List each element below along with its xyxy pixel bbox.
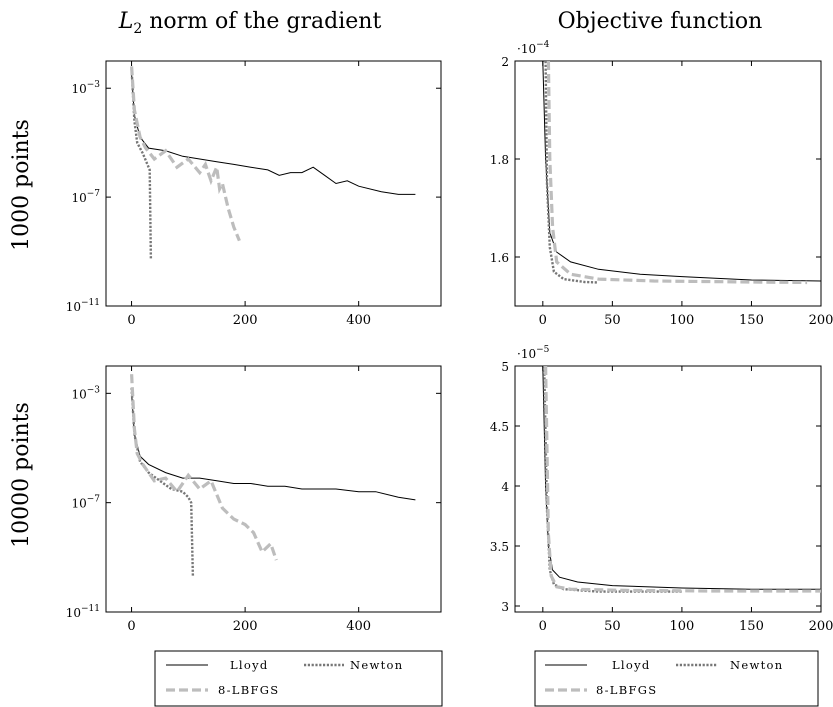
- x-tick-label: 200: [809, 313, 833, 328]
- panel-obj_10000: 0 50 100 150 200 3 3.5 4 4.5 5 ·10−5: [490, 345, 833, 634]
- x-tick-label: 200: [809, 619, 833, 634]
- series-line-8-lbfgs: [546, 61, 808, 285]
- x-tick-label: 100: [669, 313, 694, 328]
- legend-left-lloyd-label: Lloyd: [230, 658, 269, 672]
- legend-left-box: [154, 650, 443, 707]
- series-line-newton: [544, 61, 599, 284]
- x-tick-label: 50: [604, 619, 621, 634]
- column-title-gradient-text: norm of the gradient: [142, 9, 381, 34]
- y-tick-label: 2: [501, 55, 509, 69]
- panel-grad_1000: 0 200 400 10−3 10−7 10−11: [66, 60, 442, 328]
- y-tick-label: 10−7: [71, 495, 100, 511]
- series-line-8-lbfgs: [544, 366, 821, 593]
- series-line-lloyd: [131, 74, 416, 195]
- y-tick-label: 1.6: [490, 251, 509, 265]
- y-tick-label: 3.5: [490, 540, 509, 554]
- y-tick-label: 4: [501, 480, 509, 494]
- x-tick-label: 0: [539, 619, 547, 634]
- row-title-10000: 10000 points: [9, 402, 34, 548]
- column-title-objective: Objective function: [558, 9, 763, 34]
- series-line-lloyd: [542, 61, 821, 282]
- legend-right-lbfgs-label: 8-LBFGS: [596, 683, 657, 697]
- x-tick-label: 150: [739, 313, 764, 328]
- axis-frame-grad_10000: [105, 365, 442, 613]
- x-tick-label: 50: [604, 313, 621, 328]
- y-tick-label: 1.8: [490, 153, 509, 167]
- column-title-gradient: L2 norm of the gradient: [118, 9, 382, 37]
- series-line-lloyd: [542, 366, 821, 590]
- legend-left-newton-label: Newton: [350, 658, 403, 672]
- axis-frame-obj_1000: [514, 60, 822, 307]
- y-tick-label: 10−3: [71, 80, 100, 96]
- legend-left-lbfgs-label: 8-LBFGS: [218, 683, 279, 697]
- series-line-lloyd: [131, 393, 416, 501]
- x-tick-label: 400: [346, 619, 371, 634]
- y-tick-label: 5: [501, 360, 509, 374]
- x-tick-label: 0: [539, 313, 547, 328]
- panel-grad_10000: 0 200 400 10−3 10−7 10−11: [66, 365, 442, 634]
- panel-obj_1000: 0 50 100 150 200 1.6 1.8 2 ·10−4: [490, 40, 833, 328]
- axis-frame-obj_10000: [514, 365, 822, 613]
- y-tick-label: 10−7: [71, 189, 100, 205]
- y-tick-label: 10−11: [66, 298, 100, 314]
- y-tick-label: 3: [501, 600, 509, 614]
- legend-right-lloyd-label: Lloyd: [612, 658, 651, 672]
- series-line-8-lbfgs: [130, 66, 241, 242]
- axis-frame-grad_1000: [105, 60, 442, 307]
- x-tick-label: 150: [739, 619, 764, 634]
- y-tick-label: 10−3: [71, 385, 100, 401]
- series-line-newton: [543, 366, 682, 593]
- legend-left: Lloyd Newton 8-LBFGS: [154, 650, 443, 707]
- legend-right-newton-label: Newton: [730, 658, 783, 672]
- x-tick-label: 200: [233, 313, 258, 328]
- legend-right-box: [534, 650, 819, 707]
- y-multiplier-label: ·10−5: [517, 345, 550, 361]
- y-multiplier-label: ·10−4: [517, 40, 550, 56]
- legend-right: Lloyd Newton 8-LBFGS: [534, 650, 819, 707]
- x-tick-label: 200: [233, 619, 258, 634]
- x-tick-label: 0: [127, 619, 135, 634]
- x-tick-label: 0: [127, 313, 135, 328]
- series-line-newton: [130, 387, 195, 577]
- x-tick-label: 400: [346, 313, 371, 328]
- y-tick-label: 4.5: [490, 420, 509, 434]
- x-tick-label: 100: [669, 619, 694, 634]
- y-tick-label: 10−11: [66, 604, 100, 620]
- series-line-newton: [130, 69, 153, 260]
- row-title-1000: 1000 points: [9, 119, 34, 251]
